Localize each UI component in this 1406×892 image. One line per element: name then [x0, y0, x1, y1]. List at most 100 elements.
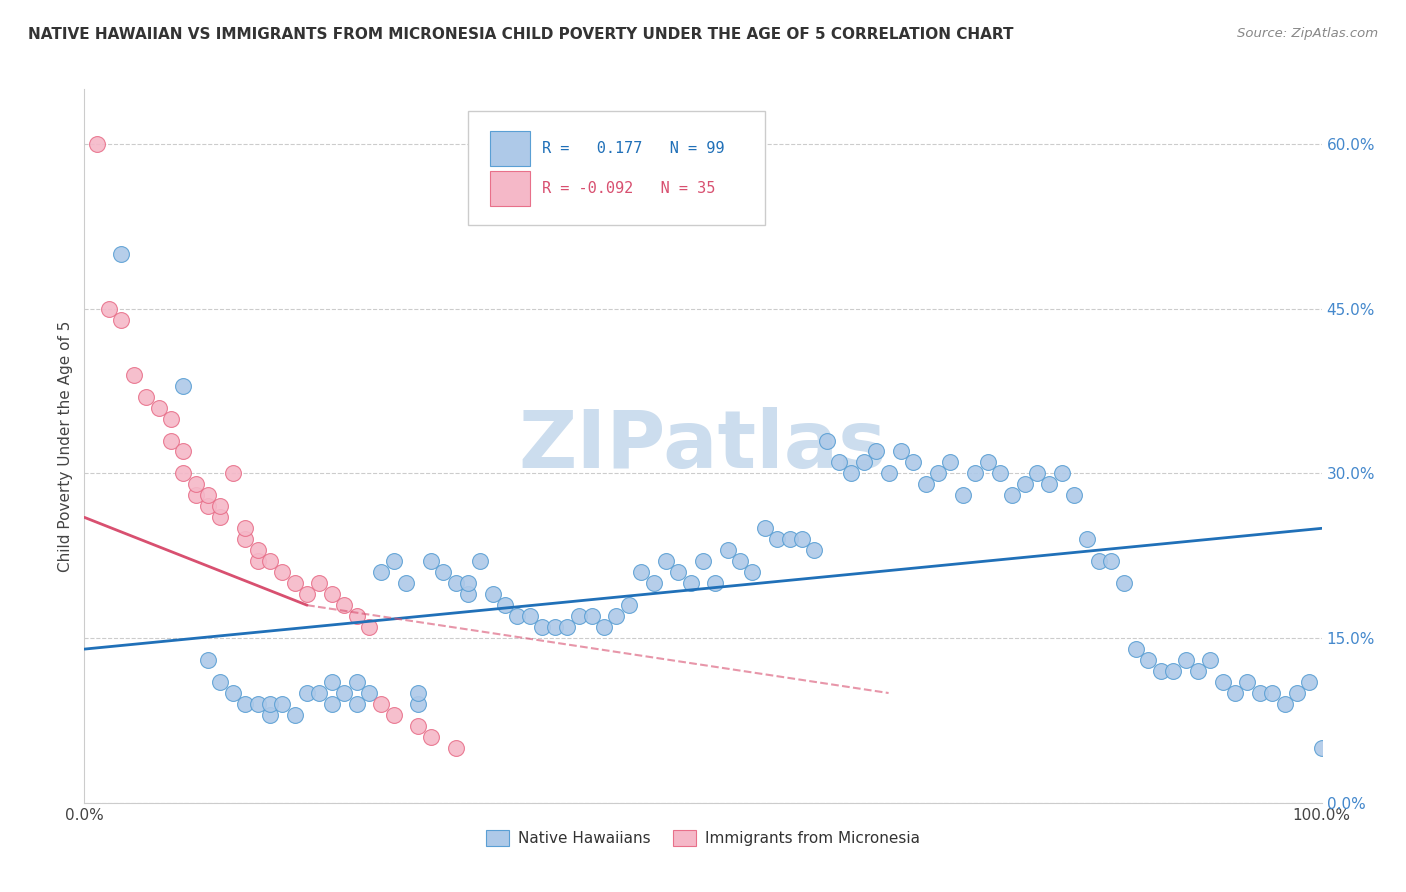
Point: [259, 708, 281, 723]
Point: [333, 686, 356, 700]
FancyBboxPatch shape: [491, 130, 530, 166]
Point: [346, 697, 368, 711]
Point: [666, 566, 689, 580]
Point: [1199, 653, 1222, 667]
Point: [877, 467, 900, 481]
Point: [408, 686, 430, 700]
Point: [568, 609, 591, 624]
Text: R = -0.092   N = 35: R = -0.092 N = 35: [543, 181, 716, 196]
Point: [470, 554, 492, 568]
Point: [617, 598, 640, 612]
FancyBboxPatch shape: [468, 111, 765, 225]
Point: [110, 312, 132, 326]
Point: [803, 543, 825, 558]
Point: [605, 609, 627, 624]
Point: [122, 368, 145, 382]
Point: [1038, 477, 1060, 491]
Point: [1026, 467, 1049, 481]
Point: [828, 455, 851, 469]
Point: [135, 390, 157, 404]
Point: [865, 444, 887, 458]
Point: [259, 697, 281, 711]
Point: [1001, 488, 1024, 502]
Point: [655, 554, 678, 568]
Point: [1161, 664, 1184, 678]
Point: [692, 554, 714, 568]
Point: [1274, 697, 1296, 711]
Point: [370, 697, 392, 711]
Point: [370, 566, 392, 580]
Point: [408, 697, 430, 711]
Point: [1249, 686, 1271, 700]
Point: [581, 609, 603, 624]
Point: [346, 609, 368, 624]
Point: [222, 686, 245, 700]
Point: [1212, 675, 1234, 690]
Point: [1236, 675, 1258, 690]
Point: [593, 620, 616, 634]
Point: [841, 467, 863, 481]
Point: [630, 566, 652, 580]
Point: [110, 247, 132, 261]
Point: [357, 620, 380, 634]
Point: [246, 554, 269, 568]
Point: [160, 411, 183, 425]
Point: [444, 740, 467, 755]
Point: [209, 510, 232, 524]
Point: [741, 566, 763, 580]
Point: [1174, 653, 1197, 667]
Point: [308, 686, 330, 700]
Point: [481, 587, 503, 601]
Point: [1261, 686, 1284, 700]
Point: [1076, 533, 1098, 547]
Point: [1310, 740, 1333, 755]
Text: R =   0.177   N = 99: R = 0.177 N = 99: [543, 141, 724, 155]
Point: [308, 576, 330, 591]
Point: [346, 675, 368, 690]
Point: [1150, 664, 1173, 678]
Point: [333, 598, 356, 612]
Point: [952, 488, 974, 502]
Point: [519, 609, 541, 624]
Point: [395, 576, 418, 591]
Point: [1125, 642, 1147, 657]
Point: [271, 566, 294, 580]
Point: [209, 500, 232, 514]
Point: [457, 587, 479, 601]
Point: [965, 467, 987, 481]
Point: [790, 533, 813, 547]
Point: [494, 598, 516, 612]
Point: [321, 675, 343, 690]
Point: [531, 620, 554, 634]
Point: [172, 467, 194, 481]
Point: [1298, 675, 1320, 690]
Point: [246, 697, 269, 711]
Point: [419, 730, 441, 744]
Point: [233, 697, 256, 711]
Point: [1063, 488, 1085, 502]
Point: [1050, 467, 1073, 481]
Point: [197, 653, 219, 667]
Point: [815, 434, 838, 448]
Legend: Native Hawaiians, Immigrants from Micronesia: Native Hawaiians, Immigrants from Micron…: [479, 824, 927, 852]
Point: [643, 576, 665, 591]
Y-axis label: Child Poverty Under the Age of 5: Child Poverty Under the Age of 5: [58, 320, 73, 572]
Point: [1223, 686, 1246, 700]
Point: [246, 543, 269, 558]
Point: [233, 521, 256, 535]
Point: [408, 719, 430, 733]
Point: [1014, 477, 1036, 491]
Point: [1088, 554, 1111, 568]
Point: [754, 521, 776, 535]
Point: [148, 401, 170, 415]
Point: [717, 543, 740, 558]
Point: [382, 708, 405, 723]
Point: [976, 455, 998, 469]
Point: [259, 554, 281, 568]
Point: [98, 301, 121, 316]
Point: [172, 378, 194, 392]
Point: [1187, 664, 1209, 678]
Point: [321, 587, 343, 601]
Point: [444, 576, 467, 591]
Point: [555, 620, 578, 634]
